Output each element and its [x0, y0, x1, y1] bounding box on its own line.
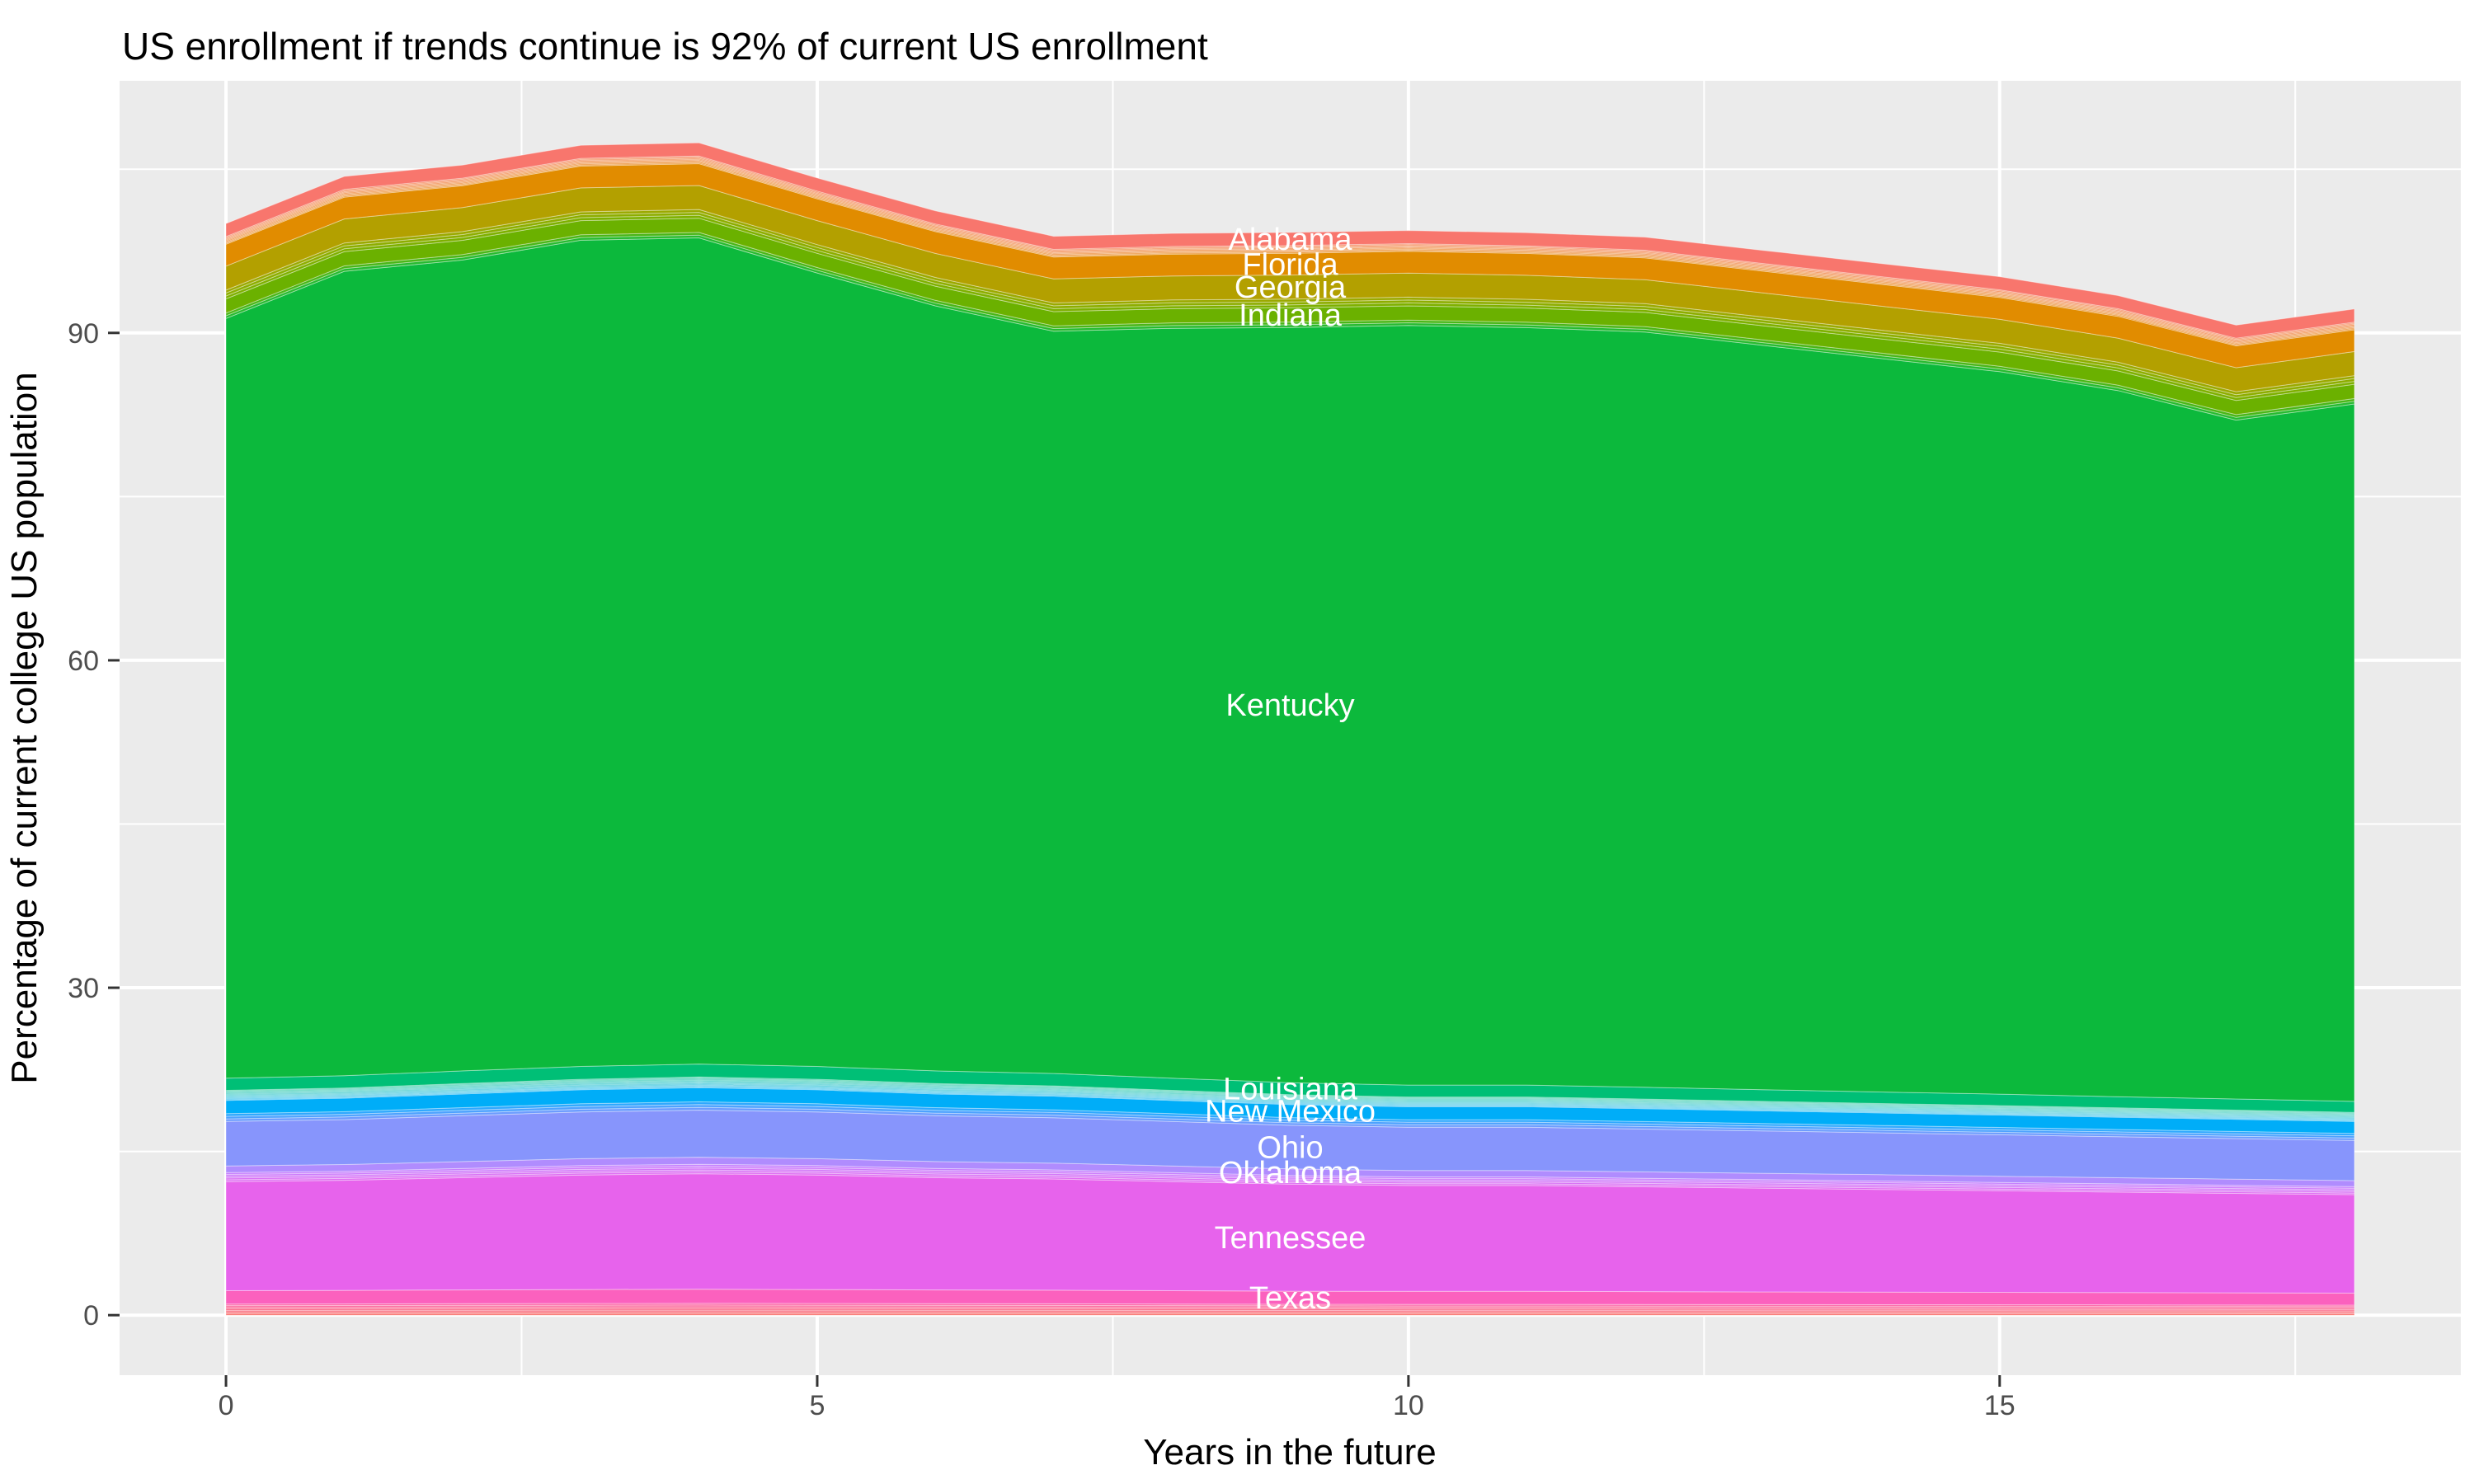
area-band-new-mexico — [225, 1087, 2355, 1134]
area-band-unlabeled-thin-band — [225, 1165, 2355, 1190]
area-label-texas: Texas — [1249, 1281, 1331, 1316]
area-band-unlabeled-thin-band — [225, 1303, 2355, 1308]
area-band-unlabeled-thin-band — [225, 212, 2355, 398]
area-label-tennessee: Tennessee — [1215, 1221, 1366, 1256]
area-band-unlabeled-thin-band — [225, 1082, 2355, 1119]
area-label-florida: Florida — [1242, 247, 1338, 282]
area-band-unlabeled-thin-band — [225, 1167, 2355, 1192]
area-band-unlabeled-thin-band — [225, 1081, 2355, 1118]
area-band-unlabeled-thin-band — [225, 157, 2355, 342]
areas-layer — [225, 142, 2355, 1316]
area-band-tennessee — [225, 1173, 2355, 1294]
y-axis-title: Percentage of current college US populat… — [4, 372, 45, 1083]
area-band-unlabeled-thin-band — [225, 1169, 2355, 1194]
area-label-alabama: Alabama — [1229, 223, 1353, 257]
area-band-georgia — [225, 185, 2355, 392]
area-band-unlabeled-thin-band — [225, 1078, 2355, 1115]
area-band-unlabeled-thin-band — [225, 214, 2355, 402]
area-band-unlabeled-thin-band — [225, 1079, 2355, 1116]
area-label-georgia: Georgia — [1235, 270, 1347, 305]
area-band-unlabeled-thin-band — [225, 155, 2355, 340]
area-band-unlabeled-thin-band — [225, 156, 2355, 341]
area-band-unlabeled-thin-band — [225, 1106, 2355, 1141]
area-band-unlabeled-thin-band — [225, 161, 2355, 345]
area-band-unlabeled-thin-band — [225, 1084, 2355, 1120]
area-band-unlabeled-thin-band — [225, 1082, 2355, 1120]
area-label-oklahoma: Oklahoma — [1219, 1156, 1362, 1190]
y-tick-label: 0 — [83, 1300, 99, 1331]
x-axis-title: Years in the future — [1143, 1432, 1437, 1472]
area-band-florida — [225, 162, 2355, 369]
area-band-unlabeled-thin-band — [225, 159, 2355, 345]
area-band-alabama — [225, 142, 2355, 339]
area-label-kentucky: Kentucky — [1225, 688, 1354, 723]
area-band-kentucky — [225, 237, 2355, 1102]
area-label-ohio: Ohio — [1257, 1130, 1323, 1165]
plot-title: US enrollment if trends continue is 92% … — [122, 25, 1208, 68]
axis-layer: 0 5 10 15 0 30 60 90 — [68, 318, 2015, 1421]
area-label-louisiana: Louisiana — [1223, 1073, 1358, 1107]
area-band-unlabeled-thin-band — [225, 1080, 2355, 1117]
x-tick-label: 5 — [810, 1390, 825, 1421]
area-label-new-mexico: New Mexico — [1205, 1095, 1376, 1129]
area-band-unlabeled-thin-band — [225, 1306, 2355, 1310]
area-band-unlabeled-thin-band — [225, 234, 2355, 421]
area-band-louisiana — [225, 1064, 2355, 1113]
y-tick-label: 30 — [68, 973, 99, 1004]
area-band-unlabeled-thin-band — [225, 158, 2355, 344]
area-band-unlabeled-thin-band — [225, 1083, 2355, 1120]
area-label-indiana: Indiana — [1239, 298, 1343, 333]
x-tick-label: 0 — [219, 1390, 234, 1421]
x-tick-label: 10 — [1393, 1390, 1424, 1421]
area-band-unlabeled-thin-band — [225, 1101, 2355, 1137]
y-tick-label: 60 — [68, 646, 99, 677]
y-tick-label: 90 — [68, 318, 99, 350]
area-band-unlabeled-thin-band — [225, 1304, 2355, 1309]
x-tick-label: 15 — [1984, 1390, 2015, 1421]
area-band-unlabeled-thin-band — [225, 232, 2355, 418]
area-band-unlabeled-thin-band — [225, 1163, 2355, 1189]
